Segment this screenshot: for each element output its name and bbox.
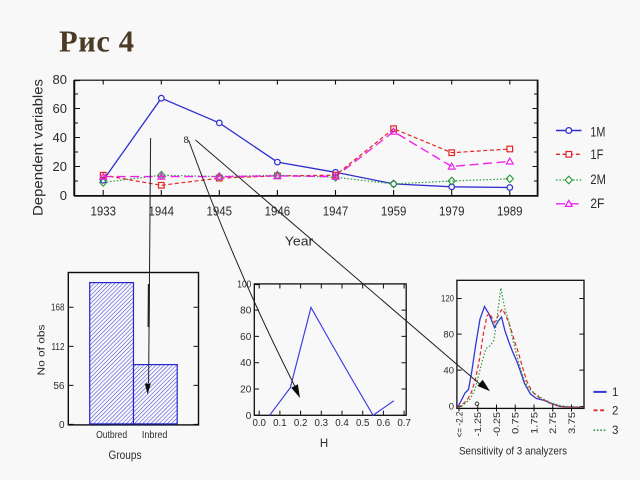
svg-text:40: 40 [443, 365, 454, 376]
svg-text:0.75: 0.75 [511, 412, 522, 434]
svg-text:0.7: 0.7 [397, 418, 411, 429]
svg-text:Inbred: Inbred [142, 430, 168, 441]
svg-text:20: 20 [53, 159, 67, 174]
svg-text:1F: 1F [590, 147, 603, 162]
svg-text:80: 80 [240, 306, 252, 317]
svg-text:2.75: 2.75 [548, 412, 559, 434]
svg-text:0.4: 0.4 [335, 418, 349, 429]
svg-text:0.0: 0.0 [252, 418, 266, 429]
svg-text:2F: 2F [590, 196, 604, 211]
svg-text:3: 3 [612, 425, 618, 437]
svg-text:168: 168 [51, 303, 65, 314]
svg-text:0.2: 0.2 [294, 418, 308, 429]
svg-text:120: 120 [441, 294, 454, 305]
svg-text:100: 100 [237, 279, 251, 290]
svg-text:1947: 1947 [323, 204, 349, 219]
svg-text:Outbred: Outbred [96, 430, 127, 441]
svg-text:60: 60 [240, 332, 252, 343]
svg-text:1945: 1945 [207, 204, 233, 219]
svg-text:0.3: 0.3 [315, 418, 329, 429]
svg-text:-1.25: -1.25 [473, 412, 484, 437]
svg-text:0: 0 [59, 420, 65, 431]
svg-text:<= -2.2: <= -2.2 [454, 412, 465, 438]
svg-text:1.75: 1.75 [529, 412, 540, 434]
svg-text:1946: 1946 [265, 204, 291, 219]
svg-text:8: 8 [184, 135, 189, 146]
svg-text:2: 2 [612, 405, 618, 417]
svg-text:-0.25: -0.25 [492, 412, 503, 437]
svg-text:20: 20 [240, 385, 252, 396]
svg-text:3.75: 3.75 [567, 412, 578, 434]
svg-text:1979: 1979 [439, 204, 465, 219]
svg-text:1M: 1M [590, 125, 605, 140]
svg-text:H: H [320, 438, 328, 450]
svg-text:Sensitivity of 3 analyzers: Sensitivity of 3 analyzers [459, 446, 567, 458]
svg-text:No of obs: No of obs [36, 325, 48, 376]
svg-text:60: 60 [53, 101, 67, 116]
svg-text:0.5: 0.5 [356, 418, 370, 429]
svg-text:56: 56 [53, 381, 65, 392]
svg-text:Dependent variables: Dependent variables [30, 79, 46, 216]
svg-text:0: 0 [449, 402, 454, 413]
svg-text:40: 40 [53, 130, 67, 145]
svg-text:80: 80 [443, 329, 454, 340]
svg-text:80: 80 [53, 72, 67, 87]
svg-text:1989: 1989 [497, 204, 523, 219]
svg-text:0: 0 [60, 188, 67, 203]
svg-text:Рис 4: Рис 4 [59, 25, 135, 59]
svg-text:1: 1 [612, 387, 618, 399]
svg-text:0.1: 0.1 [273, 418, 287, 429]
svg-text:1944: 1944 [149, 204, 175, 219]
svg-text:1959: 1959 [381, 204, 407, 219]
svg-text:Groups: Groups [109, 450, 142, 462]
svg-text:40: 40 [240, 358, 252, 369]
svg-text:2M: 2M [590, 172, 606, 187]
svg-text:Year: Year [285, 234, 314, 249]
svg-text:0.6: 0.6 [377, 418, 391, 429]
svg-text:112: 112 [52, 342, 65, 353]
svg-text:0: 0 [246, 411, 252, 422]
svg-text:1933: 1933 [90, 204, 116, 219]
